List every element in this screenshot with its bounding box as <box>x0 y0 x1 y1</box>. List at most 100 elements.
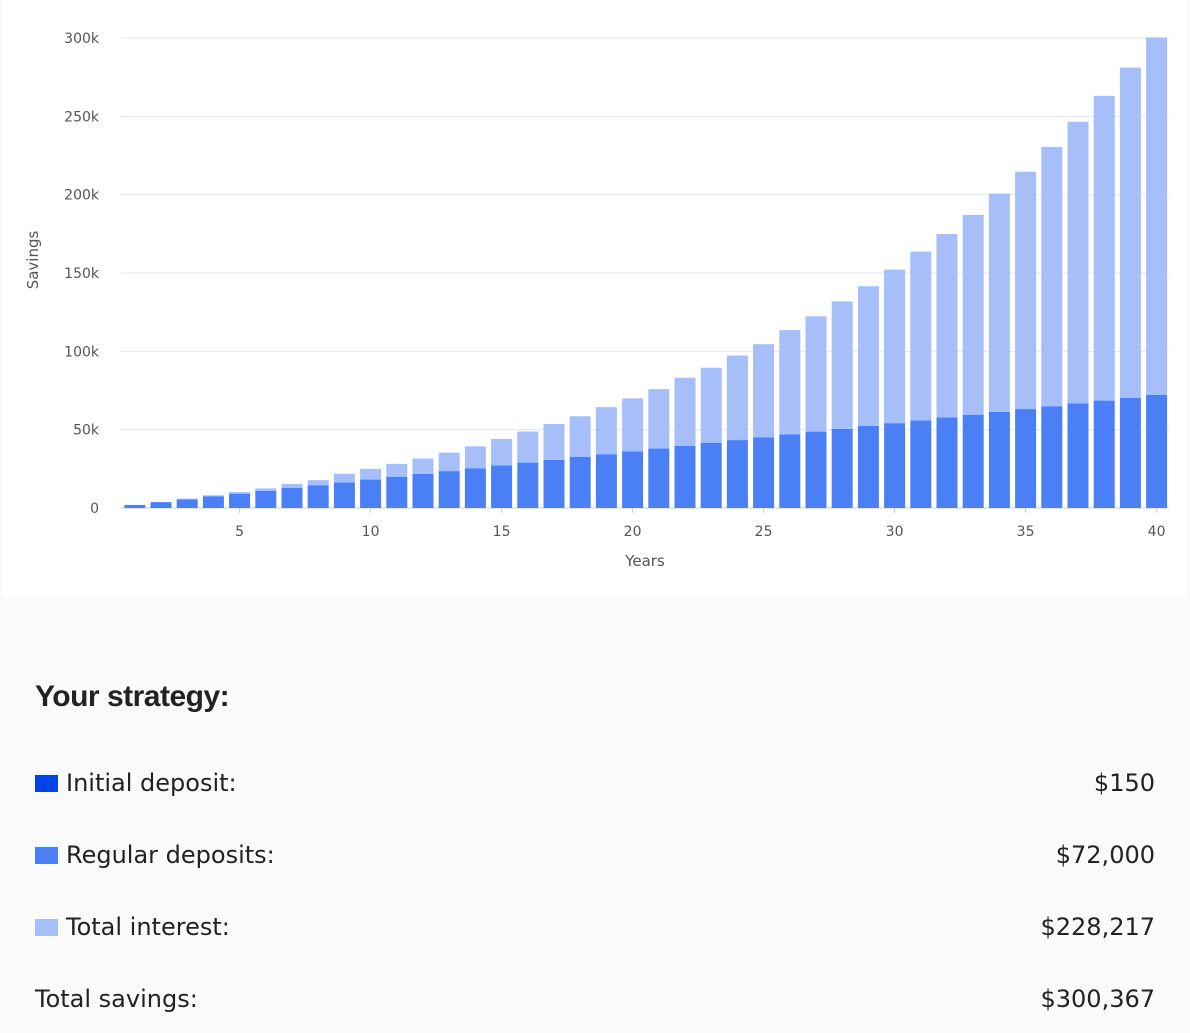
bar-segment-1[interactable] <box>936 417 958 508</box>
bar-segment-1[interactable] <box>150 502 172 508</box>
regular-deposits-value: $72,000 <box>1055 841 1155 869</box>
bar-segment-2[interactable] <box>307 480 329 486</box>
bar-segment-1[interactable] <box>517 462 539 508</box>
bar-segment-1[interactable] <box>307 485 329 508</box>
bar-segment-1[interactable] <box>255 490 277 508</box>
bar-segment-1[interactable] <box>491 465 513 508</box>
initial-deposit-label: Initial deposit: <box>66 769 237 797</box>
bar-segment-2[interactable] <box>412 458 434 474</box>
bar-segment-2[interactable] <box>831 301 853 429</box>
bar-segment-2[interactable] <box>595 407 617 455</box>
bar-segment-2[interactable] <box>1015 171 1037 410</box>
bar-segment-1[interactable] <box>779 434 801 508</box>
bar-segment-1[interactable] <box>884 423 906 508</box>
bar-segment-1[interactable] <box>1093 400 1115 508</box>
bar-segment-1[interactable] <box>1146 394 1168 508</box>
initial-deposit-value: $150 <box>1093 769 1155 797</box>
x-tick-label: 30 <box>886 524 904 540</box>
bar-segment-2[interactable] <box>464 446 486 469</box>
bar-segment-1[interactable] <box>831 428 853 508</box>
bar-segment-2[interactable] <box>1041 146 1063 407</box>
total-savings-value: $300,367 <box>1040 985 1155 1013</box>
bar-segment-2[interactable] <box>622 398 644 452</box>
bar-segment-2[interactable] <box>936 234 958 418</box>
summary-title: Your strategy: <box>35 680 230 713</box>
bar-segment-1[interactable] <box>333 482 355 508</box>
bar-segment-2[interactable] <box>202 495 224 497</box>
bar-segment-1[interactable] <box>910 420 932 508</box>
bar-segment-2[interactable] <box>491 438 513 466</box>
bar-segment-1[interactable] <box>648 448 670 508</box>
bar-segment-2[interactable] <box>1119 67 1141 398</box>
bar-segment-1[interactable] <box>281 488 303 508</box>
bar-segment-2[interactable] <box>857 286 879 426</box>
bar-segment-1[interactable] <box>674 445 696 508</box>
bar-segment-2[interactable] <box>884 269 906 424</box>
bar-segment-1[interactable] <box>464 468 486 508</box>
total-interest-swatch <box>35 918 58 936</box>
bar-segment-1[interactable] <box>1041 406 1063 508</box>
regular-deposits-label: Regular deposits: <box>66 841 275 869</box>
y-tick-label: 100k <box>64 344 100 360</box>
bar-segment-1[interactable] <box>962 414 984 508</box>
x-tick-label: 15 <box>493 524 511 540</box>
bar-segment-2[interactable] <box>1093 95 1115 401</box>
x-tick-label: 35 <box>1017 524 1035 540</box>
x-tick-label: 40 <box>1148 524 1166 540</box>
initial-deposit-swatch <box>35 774 58 792</box>
bar-segment-2[interactable] <box>569 416 591 458</box>
bars <box>124 37 1168 508</box>
bar-segment-1[interactable] <box>1015 409 1037 508</box>
bar-segment-2[interactable] <box>176 498 198 500</box>
regular-deposits-row: Regular deposits: $72,000 <box>35 837 1155 873</box>
bar-segment-1[interactable] <box>202 496 224 508</box>
bar-segment-2[interactable] <box>360 468 382 480</box>
bar-segment-2[interactable] <box>438 452 460 472</box>
y-tick-label: 0 <box>90 501 99 517</box>
bar-segment-1[interactable] <box>622 451 644 508</box>
bar-segment-2[interactable] <box>988 193 1010 412</box>
bar-segment-1[interactable] <box>412 473 434 508</box>
bar-segment-1[interactable] <box>543 459 565 508</box>
bar-segment-1[interactable] <box>360 479 382 508</box>
bar-segment-1[interactable] <box>124 504 146 508</box>
bar-segment-1[interactable] <box>1067 403 1089 508</box>
bar-segment-2[interactable] <box>281 483 303 489</box>
bar-segment-2[interactable] <box>255 488 277 491</box>
bar-segment-2[interactable] <box>543 423 565 460</box>
bar-segment-2[interactable] <box>648 389 670 449</box>
bar-segment-1[interactable] <box>229 493 251 508</box>
bar-segment-1[interactable] <box>700 442 722 508</box>
bar-segment-2[interactable] <box>229 492 251 494</box>
bar-segment-2[interactable] <box>962 214 984 415</box>
bar-segment-2[interactable] <box>910 251 932 421</box>
x-tick-label: 10 <box>362 524 380 540</box>
bar-segment-2[interactable] <box>517 431 539 463</box>
bar-segment-2[interactable] <box>1146 37 1168 395</box>
bar-segment-1[interactable] <box>386 476 408 508</box>
bar-segment-1[interactable] <box>726 440 748 508</box>
bar-segment-1[interactable] <box>988 411 1010 508</box>
bar-segment-2[interactable] <box>753 344 775 438</box>
bar-segment-1[interactable] <box>569 457 591 508</box>
bar-segment-2[interactable] <box>700 367 722 443</box>
bar-segment-1[interactable] <box>1119 397 1141 508</box>
bar-segment-2[interactable] <box>674 377 696 446</box>
total-interest-label: Total interest: <box>66 913 230 941</box>
bar-segment-2[interactable] <box>726 355 748 441</box>
bar-segment-2[interactable] <box>779 330 801 435</box>
bar-segment-1[interactable] <box>595 454 617 508</box>
bar-segment-2[interactable] <box>386 463 408 477</box>
bar-segment-1[interactable] <box>753 437 775 508</box>
bar-segment-1[interactable] <box>438 471 460 508</box>
total-interest-row: Total interest: $228,217 <box>35 909 1155 945</box>
initial-deposit-row: Initial deposit: $150 <box>35 765 1155 801</box>
summary-panel <box>0 598 1190 1033</box>
bar-segment-1[interactable] <box>176 499 198 508</box>
bar-segment-2[interactable] <box>805 316 827 432</box>
bar-segment-1[interactable] <box>805 431 827 508</box>
bar-segment-2[interactable] <box>1067 121 1089 404</box>
bar-segment-1[interactable] <box>857 425 879 508</box>
bar-segment-2[interactable] <box>333 473 355 483</box>
